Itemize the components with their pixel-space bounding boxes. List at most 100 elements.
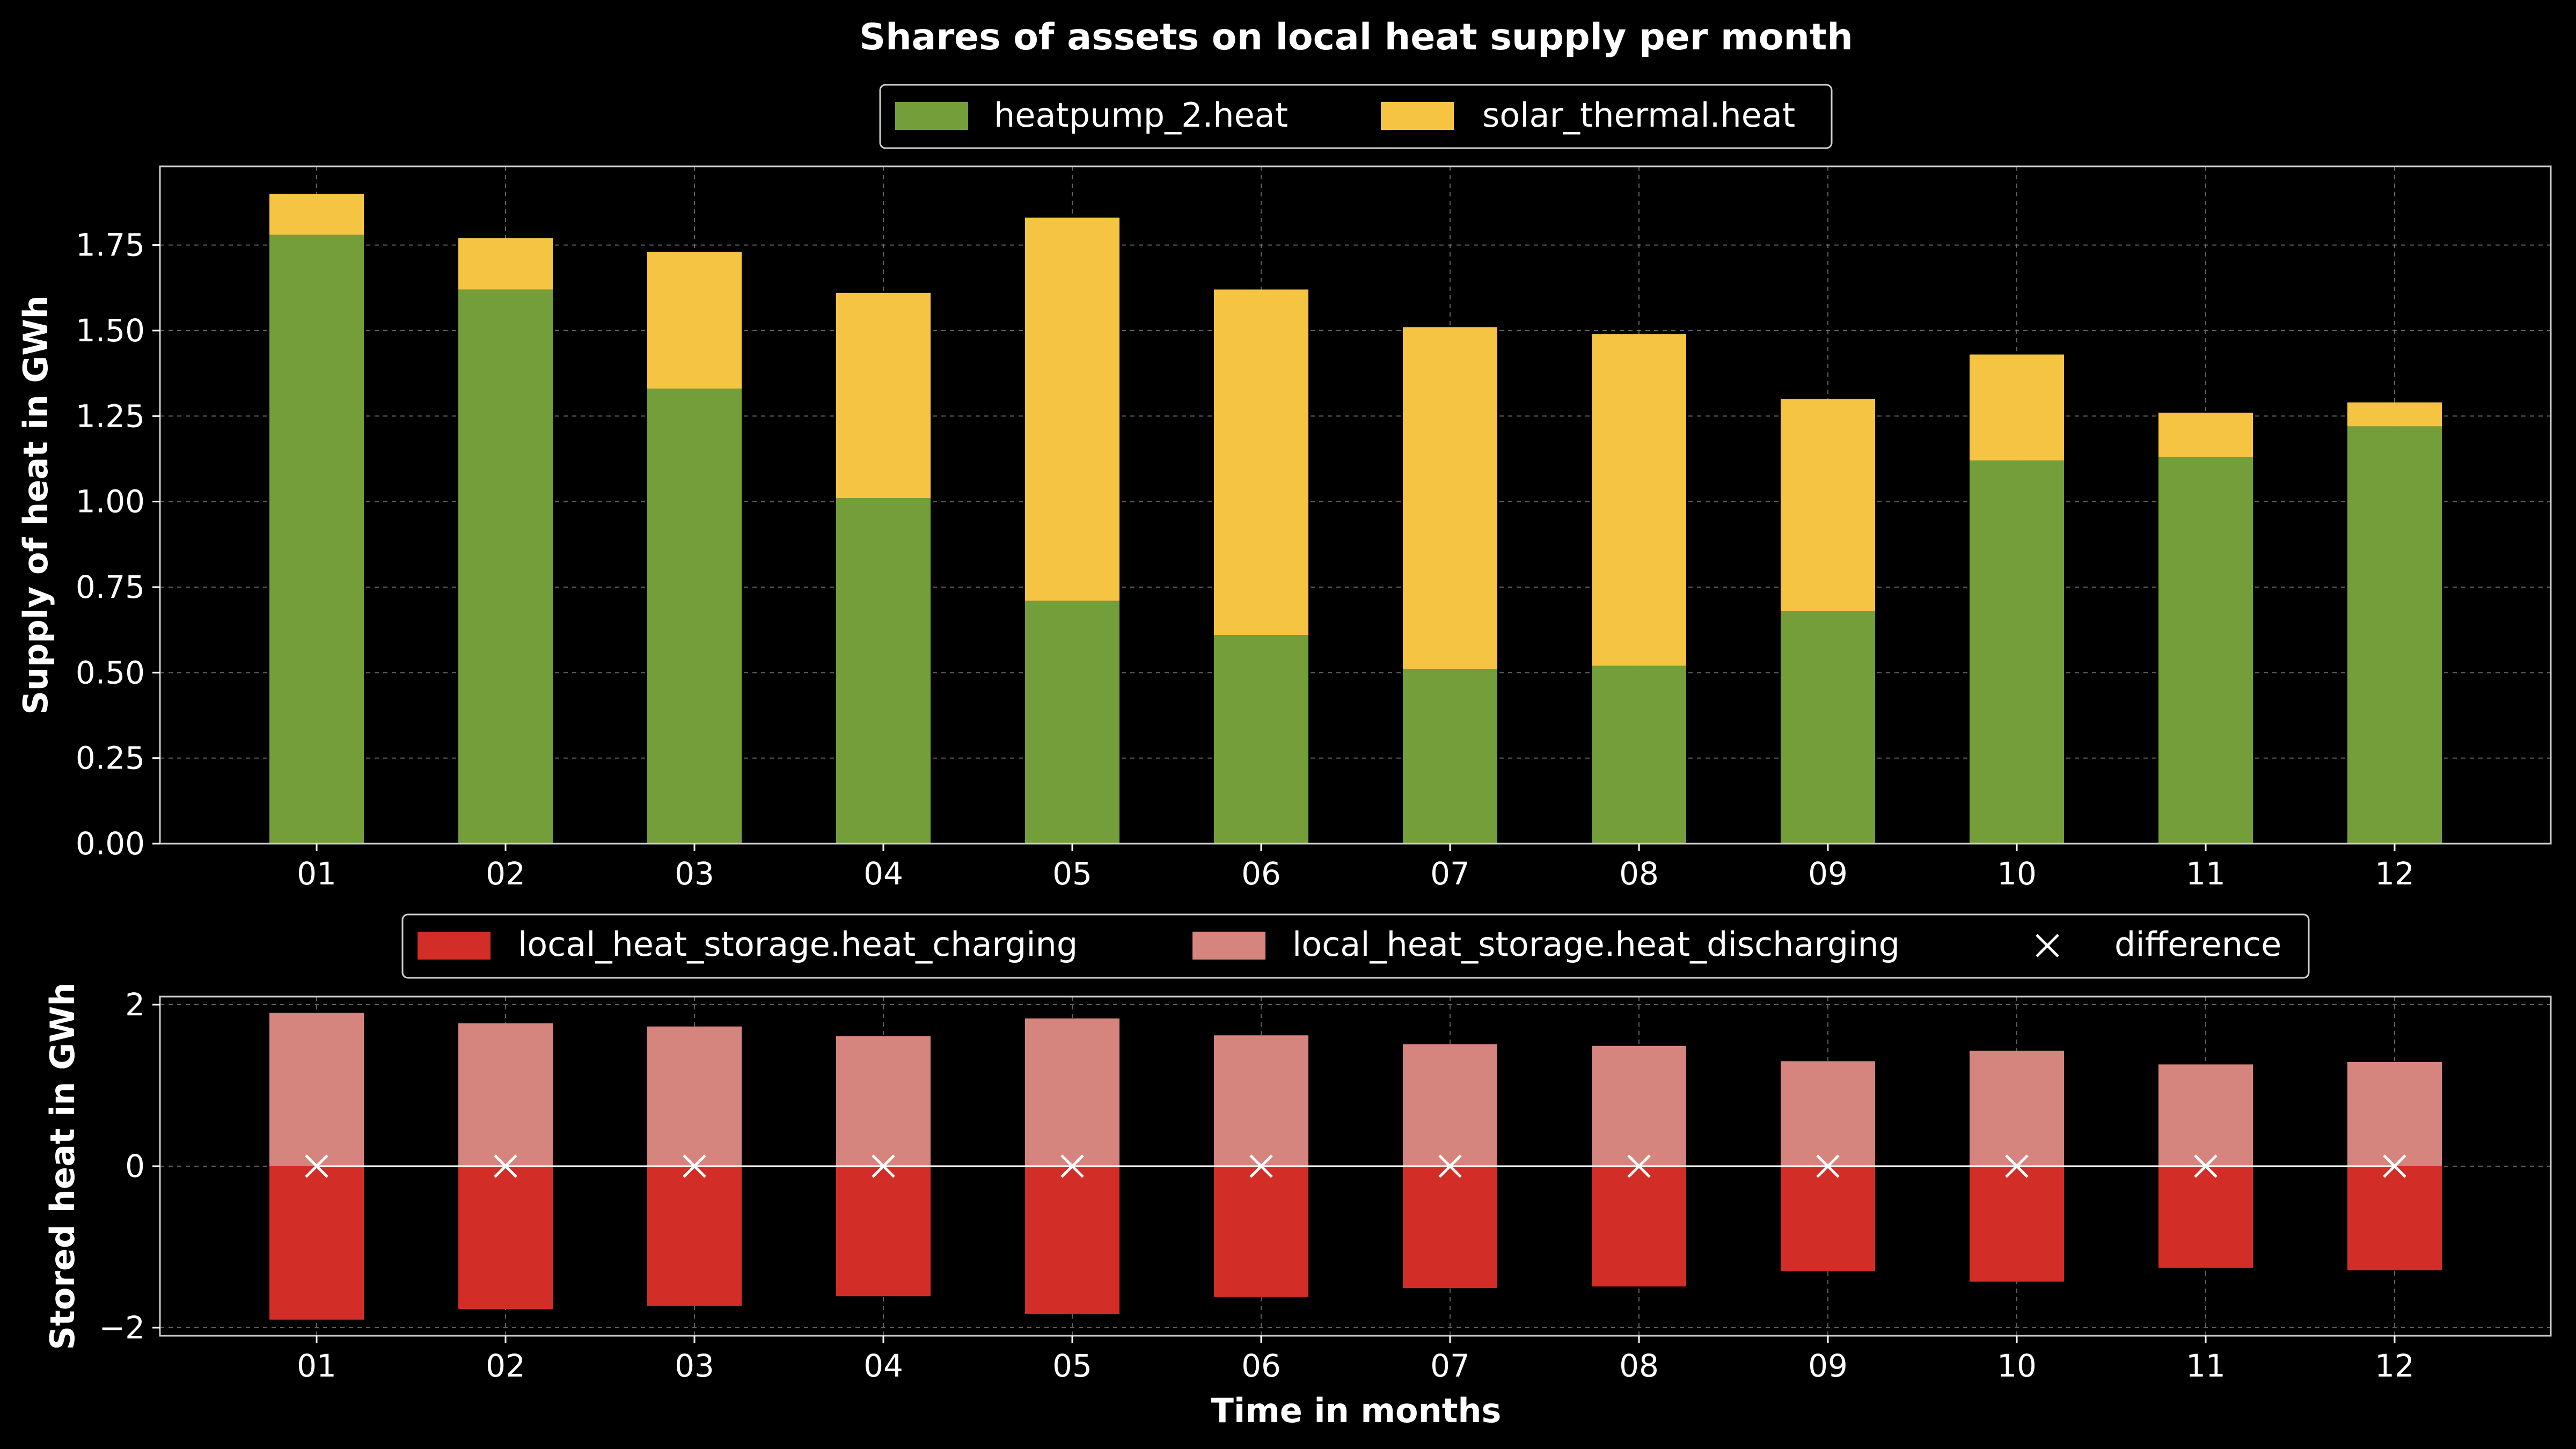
legend-label-heatpump: heatpump_2.heat [994, 96, 1288, 135]
bar-heatpump-10 [1970, 460, 2064, 844]
legend-label-solar-thermal: solar_thermal.heat [1482, 96, 1795, 135]
bar-solar-thermal-12 [2347, 402, 2442, 427]
supply-y-tick-label: 0.75 [76, 569, 145, 605]
bar-heatpump-09 [1781, 611, 1875, 844]
marker-difference-10 [2005, 1154, 2029, 1178]
storage-x-tick-label: 12 [2375, 1348, 2414, 1384]
bar-heat-discharging-07 [1403, 1044, 1497, 1166]
supply-y-ticks: 0.00 0.25 0.50 0.75 1.00 1.25 1.50 1.75 [76, 227, 160, 862]
bar-solar-thermal-09 [1781, 399, 1875, 611]
supply-x-tick-label: 01 [297, 855, 336, 892]
supply-y-tick-label: 1.75 [76, 227, 145, 264]
supply-panel: 0.000.250.500.751.001.251.501.75 01 02 03 0… [16, 165, 2552, 892]
bar-heatpump-06 [1214, 635, 1308, 844]
bar-heat-discharging-06 [1214, 1035, 1308, 1166]
marker-difference-06 [1249, 1154, 1273, 1178]
storage-x-tick-label: 09 [1808, 1348, 1848, 1384]
supply-legend-box [879, 84, 1833, 149]
supply-y-axis-label: Supply of heat in GWh [16, 295, 55, 715]
marker-difference-09 [1816, 1154, 1840, 1178]
storage-x-tick-label: 07 [1430, 1348, 1470, 1384]
storage-difference-markers [305, 1154, 2406, 1178]
bar-heat-charging-08 [1592, 1166, 1686, 1287]
supply-x-tick-label: 08 [1619, 855, 1659, 892]
supply-x-tick-label: 12 [2375, 855, 2414, 892]
supply-x-ticks: 01 02 03 04 05 06 07 08 09 10 11 12 [297, 844, 2414, 892]
supply-x-tick-label: 03 [675, 855, 714, 892]
supply-x-tick-label: 10 [1997, 855, 2037, 892]
storage-x-tick-label: 02 [486, 1348, 525, 1384]
bar-heatpump-08 [1592, 665, 1686, 844]
storage-y-axis-label: Stored heat in GWh [43, 982, 82, 1350]
legend-swatch-heat-discharging [1192, 932, 1265, 960]
supply-y-tick-label: 1.00 [76, 484, 145, 520]
marker-difference-04 [872, 1154, 895, 1178]
supply-y-tick-label: 0.25 [76, 740, 145, 777]
supply-legend: heatpump_2.heat solar_thermal.heat [879, 84, 1833, 149]
bar-heat-charging-10 [1970, 1166, 2064, 1282]
bar-heatpump-01 [269, 235, 364, 844]
supply-plot-frame [159, 165, 2552, 845]
bar-solar-thermal-11 [2158, 412, 2253, 457]
supply-x-tick-label: 04 [863, 855, 903, 892]
legend-label-heat-charging: local_heat_storage.heat_charging [518, 925, 1078, 964]
bar-heatpump-11 [2158, 457, 2253, 844]
storage-y-ticks: −2 0 2 [99, 986, 160, 1346]
bar-heat-charging-05 [1025, 1166, 1119, 1314]
bar-solar-thermal-08 [1592, 334, 1686, 666]
legend-swatch-heatpump [895, 102, 968, 130]
marker-difference-05 [1060, 1154, 1084, 1178]
bar-heat-charging-11 [2158, 1166, 2253, 1268]
bar-heat-discharging-08 [1592, 1045, 1686, 1166]
storage-panel: −202 01 02 03 04 05 06 07 08 09 10 11 12 Stored hea… [43, 982, 2552, 1430]
storage-x-tick-label: 04 [863, 1348, 903, 1384]
supply-y-tick-label: 0.50 [76, 654, 145, 691]
legend-swatch-heat-charging [418, 932, 491, 960]
bar-heat-discharging-03 [647, 1026, 742, 1166]
bar-solar-thermal-04 [836, 292, 931, 499]
bar-heatpump-02 [458, 289, 553, 844]
marker-difference-03 [683, 1154, 706, 1178]
bar-heatpump-05 [1025, 601, 1119, 844]
supply-x-tick-label: 09 [1808, 855, 1848, 892]
storage-x-tick-label: 10 [1997, 1348, 2037, 1384]
storage-legend-box [401, 913, 2310, 979]
storage-y-tick-label: 2 [125, 986, 145, 1023]
storage-x-tick-label: 03 [675, 1348, 714, 1384]
bar-solar-thermal-01 [269, 193, 364, 235]
supply-x-tick-label: 11 [2186, 855, 2226, 892]
legend-label-difference: difference [2114, 925, 2281, 964]
bar-solar-thermal-06 [1214, 289, 1308, 635]
supply-x-tick-label: 05 [1052, 855, 1092, 892]
marker-difference-08 [1627, 1154, 1651, 1178]
storage-legend: local_heat_storage.heat_charging local_h… [401, 913, 2310, 979]
bar-solar-thermal-03 [647, 252, 742, 389]
storage-y-tick-label: 0 [125, 1148, 145, 1184]
supply-x-tick-label: 07 [1430, 855, 1470, 892]
bar-heat-charging-12 [2347, 1166, 2442, 1271]
bar-heat-charging-02 [458, 1166, 553, 1309]
bar-heat-discharging-10 [1970, 1050, 2064, 1166]
bar-heat-charging-07 [1403, 1166, 1497, 1289]
storage-x-tick-label: 05 [1052, 1348, 1092, 1384]
bar-heatpump-12 [2347, 426, 2442, 844]
marker-difference-01 [305, 1154, 328, 1178]
storage-x-tick-label: 06 [1241, 1348, 1281, 1384]
storage-x-ticks: 01 02 03 04 05 06 07 08 09 10 11 12 [297, 1336, 2414, 1384]
marker-difference-11 [2194, 1154, 2218, 1178]
bar-heat-discharging-09 [1781, 1061, 1875, 1166]
storage-y-tick-label: −2 [99, 1309, 145, 1346]
storage-x-tick-label: 08 [1619, 1348, 1659, 1384]
bar-heat-charging-09 [1781, 1166, 1875, 1271]
bar-heat-discharging-02 [458, 1023, 553, 1166]
supply-x-tick-label: 06 [1241, 855, 1281, 892]
bar-heat-discharging-12 [2347, 1062, 2442, 1166]
bar-heatpump-03 [647, 389, 742, 844]
supply-y-tick-label: 1.25 [76, 398, 145, 434]
bar-solar-thermal-07 [1403, 327, 1497, 669]
legend-swatch-solar-thermal [1381, 102, 1454, 130]
supply-y-tick-label: 0.00 [76, 825, 145, 862]
bar-heat-discharging-01 [269, 1013, 364, 1166]
bar-heatpump-07 [1403, 669, 1497, 844]
